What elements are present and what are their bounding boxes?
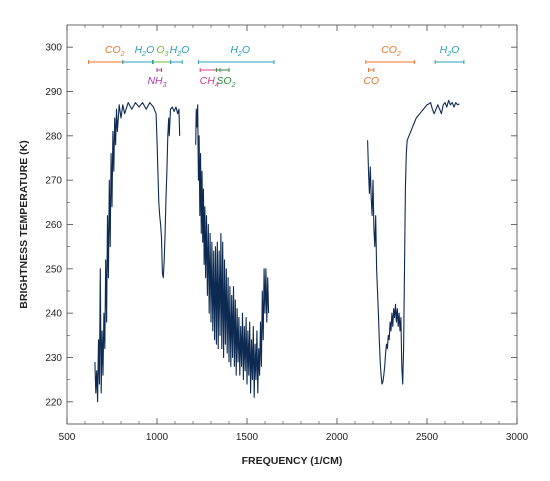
annotation-h2o: H2O [122,44,155,64]
x-tick-label: 500 [59,432,76,443]
spectrum-line-segment-3 [367,99,460,385]
annotation-label: H2O [135,44,155,58]
annotation-co: CO [363,68,379,87]
annotation-nh3: NH3 [147,68,167,89]
annotation-label: SO2 [216,75,235,89]
annotation-co2: CO2 [365,44,415,64]
series-layer [94,99,460,403]
annotation-h2o: H2O [170,44,190,64]
y-tick-label: 240 [45,309,62,320]
plot-area [66,24,518,425]
y-tick-label: 220 [45,397,62,408]
y-tick-label: 270 [45,176,62,187]
annotation-h2o: H2O [197,44,275,64]
plot-frame [66,24,518,425]
annotation-label: O3 [156,44,168,58]
y-tick-label: 230 [45,353,62,364]
y-tick-label: 280 [45,131,62,142]
annotation-co2: CO2 [88,44,125,64]
y-tick-label: 300 [45,43,62,54]
annotation-label: CO2 [381,44,401,58]
y-tick-label: 250 [45,264,62,275]
annotation-label: CH4 [200,75,219,89]
x-tick-label: 3000 [506,432,529,443]
annotation-label: CO [363,75,379,87]
x-axis-title: FREQUENCY (1/CM) [242,455,343,467]
x-tick-label: 1500 [236,432,259,443]
x-tick-label: 2000 [326,432,349,443]
spectrum-line-segment-2 [195,104,270,398]
y-axis-title: BRIGHTNESS TEMPERATURE (K) [18,140,30,308]
annotation-label: CO2 [105,44,125,58]
x-tick-label: 2500 [416,432,439,443]
x-tick-label: 1000 [146,432,169,443]
annotation-label: H2O [170,44,190,58]
spectrum-line-segment-1 [94,102,181,403]
annotation-so2: SO2 [215,68,236,89]
annotation-o3: O3 [152,44,171,64]
annotation-label: H2O [440,44,460,58]
y-tick-label: 260 [45,220,62,231]
annotation-h2o: H2O [434,44,465,64]
y-tick-label: 290 [45,87,62,98]
annotation-label: NH3 [147,75,166,89]
axes: 500 1000 1500 2000 2500 3000 220 230 240 250 260 27… [45,25,529,443]
annotation-label: H2O [230,44,250,58]
